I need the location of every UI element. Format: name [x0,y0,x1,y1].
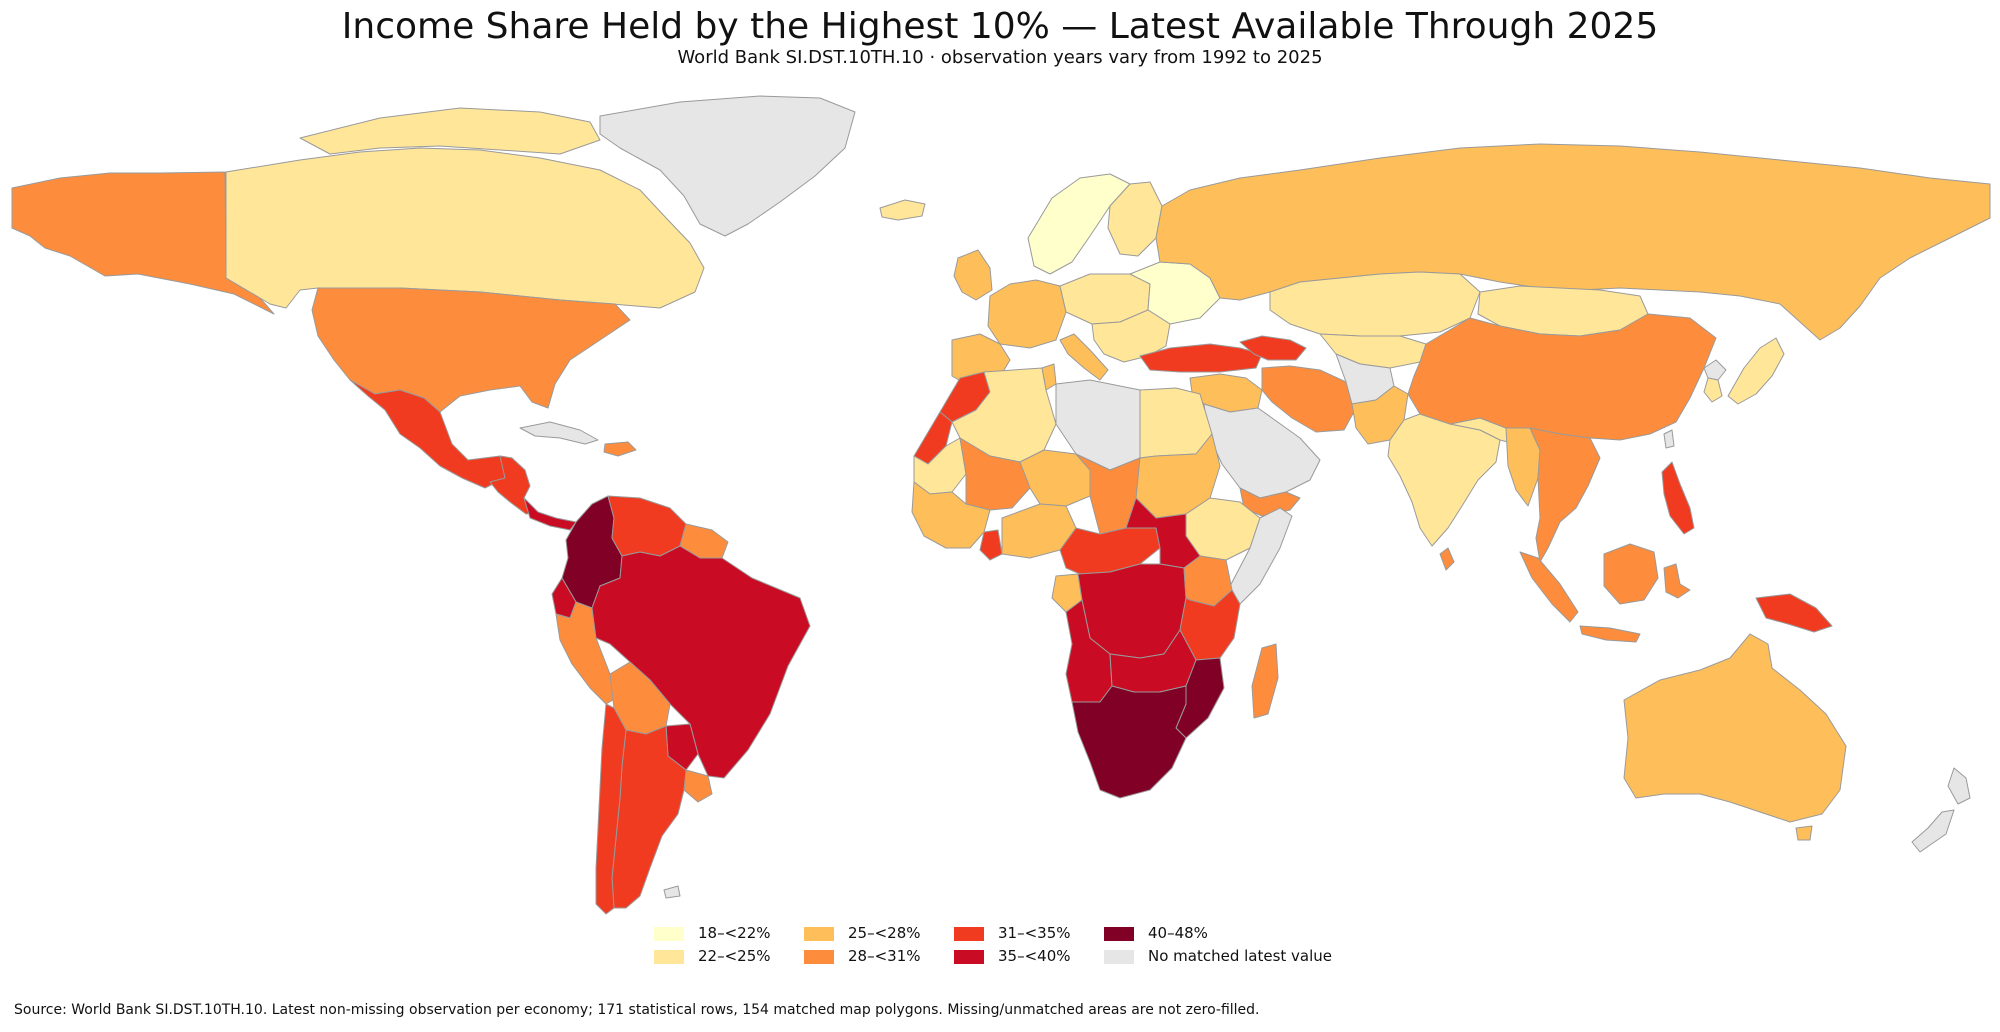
map-region-sulawesi [1663,563,1691,599]
legend-swatch [654,926,684,941]
legend-item: 31–<35% [954,922,1104,945]
legend-label: No matched latest value [1148,947,1333,965]
map-region-ireland-uk [953,249,993,301]
legend-item: 22–<25% [654,945,804,968]
map-region-greenland [599,95,856,237]
map-region-mainland-southeast-asia [1529,427,1601,563]
world-choropleth-map [11,95,1991,915]
legend-label: 28–<31% [848,947,921,965]
map-region-new-zealand [1911,767,1971,853]
map-region-ghana [979,529,1003,561]
map-region-caribbean [603,441,637,457]
map-region-arabian-peninsula [1203,403,1321,499]
source-note: Source: World Bank SI.DST.10TH.10. Lates… [14,1002,1260,1018]
map-region-somalia [1227,507,1293,605]
legend-label: 31–<35% [998,924,1071,942]
map-region-madagascar [1251,643,1279,719]
map-region-panama [523,497,577,531]
map-region-java [1579,625,1641,643]
map-region-borneo [1603,543,1659,605]
map-region-united-states [311,287,631,413]
legend-label: 25–<28% [848,924,921,942]
map-region-taiwan [1663,429,1675,449]
legend-swatch [954,949,984,964]
legend-item: No matched latest value [1104,945,1374,968]
map-region-papua-new-guinea [1755,593,1833,633]
map-region-sumatra [1519,551,1579,623]
legend-swatch [1104,926,1134,941]
map-region-india [1387,413,1501,547]
map-subtitle: World Bank SI.DST.10TH.10 · observation … [677,47,1323,68]
map-region-central-asia [1319,333,1427,369]
map-region-iceland [879,199,926,221]
legend-label: 18–<22% [698,924,771,942]
legend-swatch [804,949,834,964]
map-legend: 18–<22% 22–<25% 25–<28% 28–<31% 31–<35% … [654,922,1374,968]
map-region-north-korea [1703,359,1727,381]
map-region-caucasus [1239,335,1307,361]
map-title: Income Share Held by the Highest 10% — L… [341,6,1659,47]
map-region-alaska [11,171,275,315]
legend-item: 35–<40% [954,945,1104,968]
map-region-falklands [663,885,681,899]
map-region-sri-lanka [1439,547,1455,571]
legend-swatch [804,926,834,941]
map-region-western-europe [987,279,1067,349]
map-region-cuba [519,421,599,445]
map-region-canada [225,147,705,309]
map-region-turkey [1139,343,1263,373]
legend-swatch [654,949,684,964]
map-region-japan [1727,337,1785,405]
legend-label: 22–<25% [698,947,771,965]
legend-label: 35–<40% [998,947,1071,965]
map-region-kazakhstan [1269,271,1481,337]
legend-item: 18–<22% [654,922,804,945]
legend-swatch [954,926,984,941]
map-region-australia [1623,633,1847,823]
map-region-southern-africa [1071,685,1187,799]
map-region-venezuela [607,495,687,557]
legend-item: 25–<28% [804,922,954,945]
legend-item: 28–<31% [804,945,954,968]
map-region-iran [1261,365,1357,433]
map-region-tasmania [1795,825,1813,841]
map-region-canada-islands [299,107,601,155]
map-region-korea [1703,377,1723,403]
legend-label: 40–48% [1148,924,1208,942]
map-region-mali [959,437,1031,511]
map-region-italy [1059,333,1109,381]
map-region-philippines [1661,461,1695,535]
map-region-chile [595,703,627,915]
legend-item: 40–48% [1104,922,1374,945]
map-region-china [1407,313,1717,441]
legend-swatch [1104,949,1134,964]
